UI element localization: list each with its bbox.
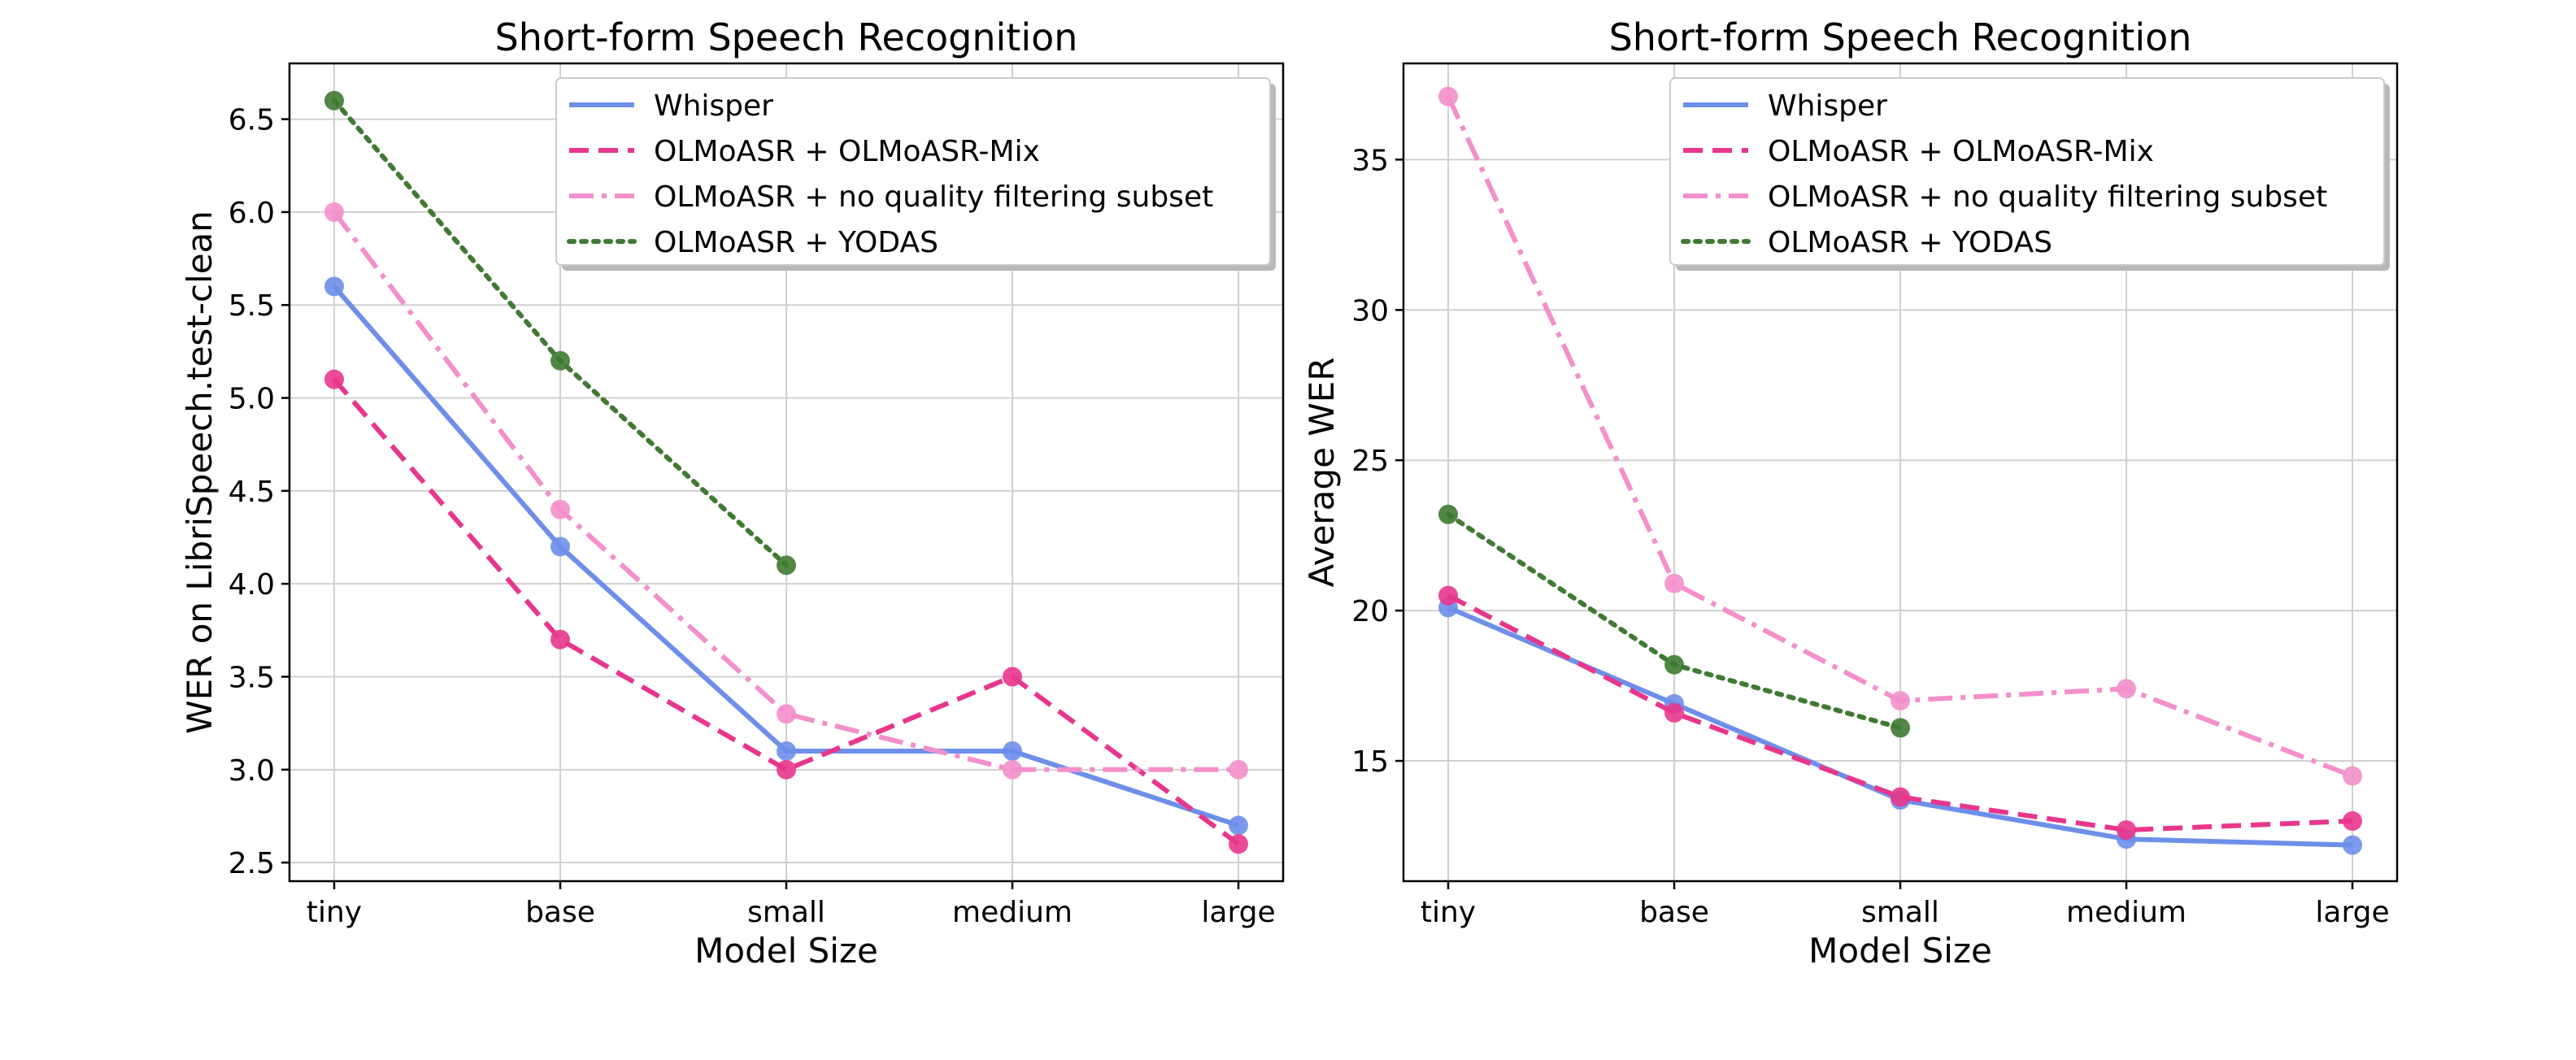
data-point [1438, 585, 1458, 606]
legend-label: OLMoASR + no quality filtering subset [1768, 180, 2327, 214]
data-point [324, 369, 344, 389]
data-point [777, 555, 796, 576]
data-point [777, 704, 796, 724]
data-point [1664, 573, 1684, 593]
y-tick-label: 5.0 [228, 383, 275, 416]
chart-title: Short-form Speech Recognition [1609, 15, 2192, 59]
data-point [550, 499, 570, 519]
x-tick-label: large [1201, 896, 1275, 929]
data-point [777, 741, 796, 761]
series-line [1447, 593, 2353, 833]
data-point [324, 276, 344, 297]
legend: Whisper OLMoASR + OLMoASR-Mix OLMoASR + no… [555, 77, 1276, 271]
data-point [2117, 679, 2137, 699]
y-tick-label: 2.5 [228, 847, 275, 880]
series-line [332, 211, 1238, 772]
series-3 [324, 90, 796, 576]
x-tick-label: tiny [307, 896, 362, 929]
x-tick-label: tiny [1421, 896, 1476, 929]
series-0 [324, 276, 1249, 836]
data-point [777, 759, 796, 780]
chart-librispeech: tiny base small medium large 2.5 3.0 3.5 4.0 4.5 5… [180, 15, 1285, 971]
legend-label: OLMoASR + YODAS [1768, 226, 2052, 259]
data-point [1664, 654, 1684, 675]
x-tick-label: medium [952, 896, 1073, 929]
series-3 [1438, 504, 1910, 738]
x-axis-label: Model Size [694, 931, 878, 971]
y-axis-label: Average WER [1302, 357, 1342, 587]
y-tick-label: 6.5 [228, 104, 275, 137]
legend-label: OLMoASR + no quality filtering subset [654, 180, 1213, 214]
chart-average-wer: tiny base small medium large 15 20 25 30 35 Short-… [1302, 15, 2399, 971]
data-point [1891, 691, 1910, 711]
y-tick-label: 15 [1351, 745, 1389, 779]
legend-label: OLMoASR + OLMoASR-Mix [654, 135, 1040, 168]
y-tick-label: 6.0 [228, 197, 275, 230]
series-2 [324, 202, 1249, 780]
y-tick-label: 3.0 [228, 754, 275, 788]
data-point [1003, 759, 1023, 780]
x-tick-label: medium [2066, 896, 2187, 929]
data-point [1229, 834, 1249, 854]
y-axis-label: WER on LibriSpeech.test-clean [180, 211, 220, 734]
data-point [1891, 718, 1910, 738]
data-point [1438, 86, 1458, 106]
legend-label: Whisper [1768, 89, 1887, 123]
y-tick-label: 35 [1351, 144, 1389, 177]
x-tick-label: large [2315, 896, 2389, 929]
y-tick-label: 20 [1351, 595, 1389, 628]
y-tick-label: 4.0 [228, 568, 275, 602]
legend-label: OLMoASR + YODAS [654, 226, 938, 259]
y-tick-label: 30 [1351, 294, 1389, 328]
data-point [1664, 702, 1684, 723]
data-point [1003, 741, 1023, 761]
x-tick-label: base [1639, 896, 1709, 929]
data-point [324, 90, 344, 111]
legend: Whisper OLMoASR + OLMoASR-Mix OLMoASR + no… [1669, 77, 2390, 271]
y-tick-label: 3.5 [228, 662, 275, 695]
series-1 [1438, 585, 2363, 841]
y-tick-label: 25 [1351, 445, 1389, 478]
data-point [2343, 835, 2363, 855]
series-line [332, 377, 1240, 846]
series-1 [324, 369, 1249, 854]
y-tick-label: 4.5 [228, 476, 275, 509]
x-axis-label: Model Size [1808, 931, 1992, 971]
data-point [1891, 787, 1910, 807]
data-point [1003, 667, 1023, 687]
data-point [2343, 811, 2363, 832]
y-tick-label: 5.5 [228, 289, 275, 323]
data-point [1438, 504, 1458, 524]
data-point [550, 537, 570, 557]
data-point [1229, 759, 1249, 780]
legend-box [555, 77, 1271, 266]
series-2 [1438, 86, 2363, 786]
legend-label: Whisper [654, 89, 773, 123]
x-tick-label: small [747, 896, 825, 929]
legend-label: OLMoASR + OLMoASR-Mix [1768, 135, 2154, 168]
data-point [550, 629, 570, 649]
x-tick-label: base [525, 896, 595, 929]
data-point [1229, 815, 1249, 836]
chart-title: Short-form Speech Recognition [495, 15, 1078, 59]
data-point [550, 350, 570, 371]
data-point [2343, 766, 2363, 786]
legend-box [1669, 77, 2385, 266]
data-point [2117, 820, 2137, 841]
x-tick-label: small [1861, 896, 1939, 929]
data-point [324, 202, 344, 222]
